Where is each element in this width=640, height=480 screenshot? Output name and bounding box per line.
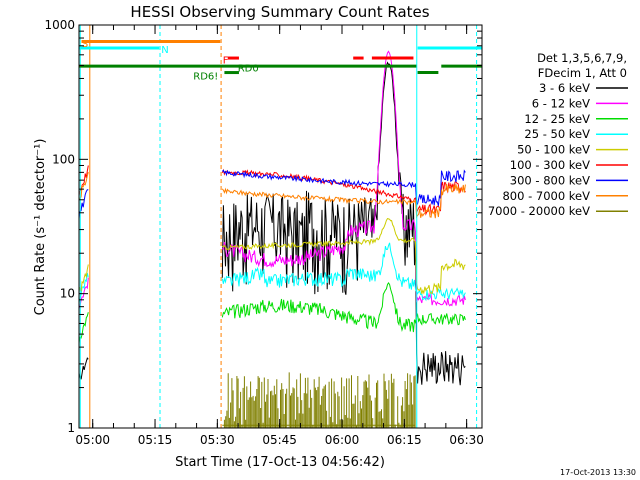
legend-label-4: 50 - 100 keV (517, 143, 590, 157)
legend-label-7: 800 - 7000 keV (502, 189, 590, 203)
legend-label-5: 100 - 300 keV (510, 158, 590, 172)
x-tick-label-5: 06:15 (387, 433, 422, 447)
legend-label-3: 25 - 50 keV (524, 127, 590, 141)
series-line-1 (78, 50, 466, 309)
series-line-0 (78, 61, 466, 386)
y-tick-label-0: 1 (67, 421, 75, 435)
y-tick-label-2: 100 (52, 152, 75, 166)
x-tick-label-1: 05:15 (138, 433, 173, 447)
y-axis-label: Count Rate (s⁻¹ detector⁻¹) (33, 139, 48, 316)
x-tick-label-0: 05:00 (75, 433, 110, 447)
saa-flag-label: S (82, 39, 88, 50)
footer-date: 17-Oct-2013 13:30 (560, 468, 636, 477)
y-tick-label-1: 10 (60, 287, 75, 301)
plot-area: S N F RD0 RD6! (78, 25, 482, 428)
legend-label-8: 7000 - 20000 keV (488, 204, 590, 218)
x-tick-label-4: 06:00 (325, 433, 360, 447)
plot-frame (78, 24, 483, 429)
x-tick-label-2: 05:30 (200, 433, 235, 447)
night-flag-label: N (161, 45, 168, 56)
legend: Det 1,3,5,6,7,9, FDecim 1, Att 0 3 - 6 k… (488, 51, 628, 218)
rd6-flag-label: RD6! (193, 71, 218, 82)
flare-flag-label: F (223, 55, 229, 66)
x-tick-label-3: 05:45 (262, 433, 297, 447)
series-line-5 (78, 165, 466, 216)
series-line-olive-spikes (223, 372, 416, 428)
legend-label-1: 6 - 12 keV (532, 96, 590, 110)
legend-header-line-2: FDecim 1, Att 0 (538, 66, 627, 80)
y-tick-label-3: 1000 (44, 18, 75, 32)
series-line-2 (78, 281, 466, 344)
legend-label-0: 3 - 6 keV (539, 81, 590, 95)
rd0-flag-label: RD0 (238, 63, 259, 74)
legend-label-2: 12 - 25 keV (524, 112, 590, 126)
x-axis-label: Start Time (17-Oct-13 04:56:42) (175, 455, 385, 470)
x-tick-label-6: 06:30 (449, 433, 484, 447)
chart-title: HESSI Observing Summary Count Rates (130, 3, 429, 21)
legend-label-6: 300 - 800 keV (510, 173, 590, 187)
axes: 1 10 100 1000 05:00 05:15 05:30 05:45 06:00 06:15… (44, 18, 483, 447)
legend-header-line-1: Det 1,3,5,6,7,9, (537, 51, 627, 65)
